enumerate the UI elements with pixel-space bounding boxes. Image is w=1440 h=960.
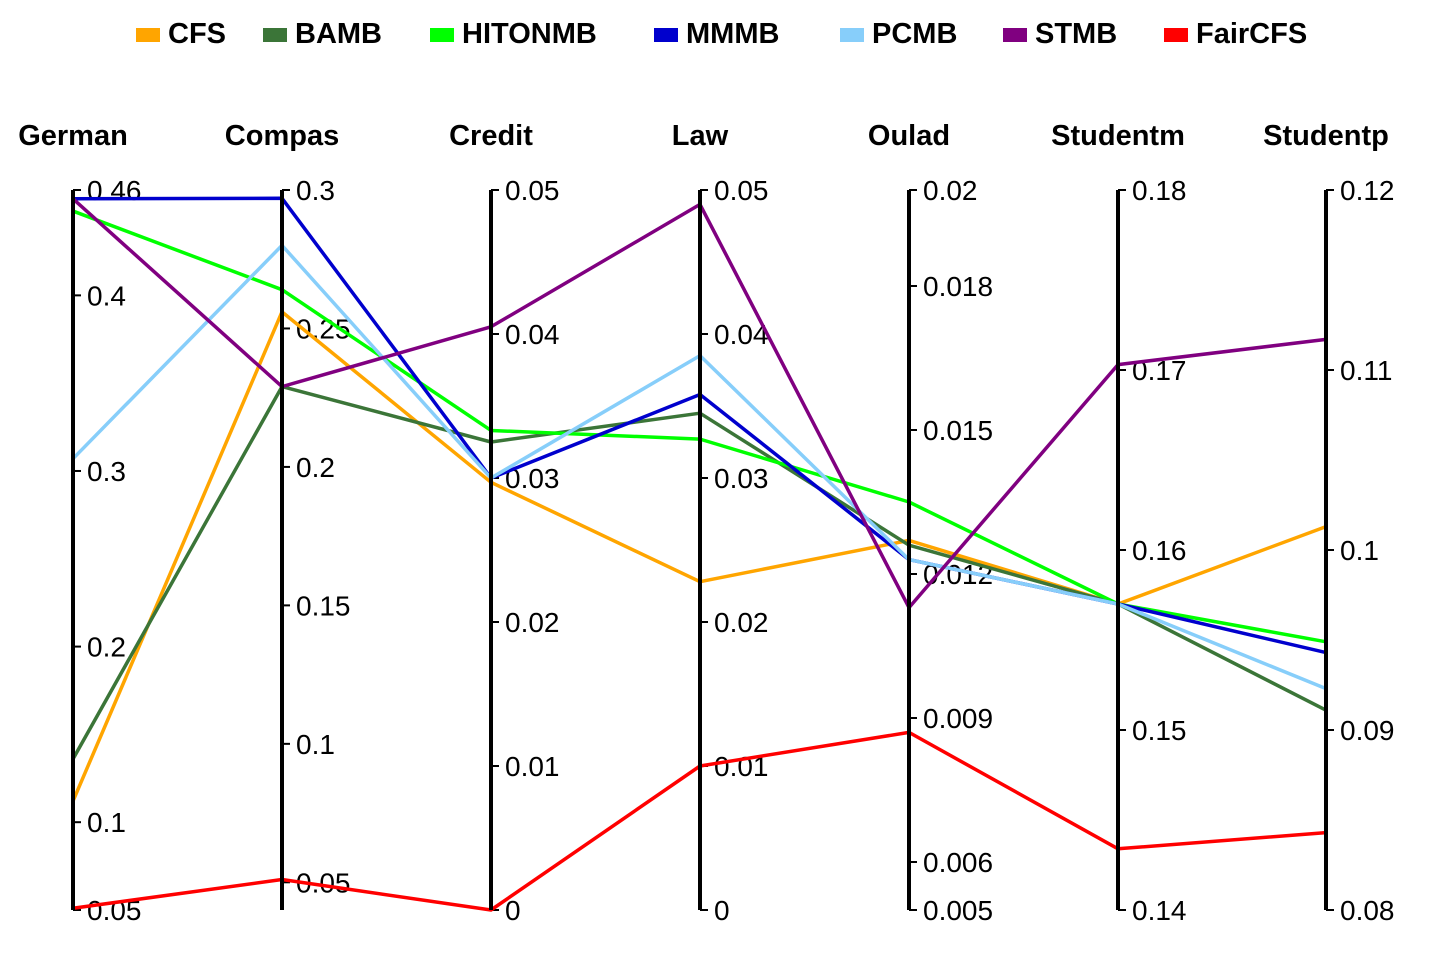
axis-lines <box>71 190 1328 910</box>
legend-swatch-mmmb <box>654 28 678 42</box>
legend-label-pcmb: PCMB <box>872 18 957 50</box>
axes: German 0.05 0.1 0.2 0.3 0.4 0.46 Compas 0.05 0.1 0… <box>18 120 1394 926</box>
tick-label-german: 0.46 <box>87 175 142 206</box>
tick-label-oulad: 0.02 <box>923 175 978 206</box>
legend-swatch-cfs <box>136 28 160 42</box>
axis-title-oulad: Oulad <box>868 120 950 152</box>
tick-label-law: 0.05 <box>714 175 769 206</box>
tick-label-credit: 0.05 <box>505 175 560 206</box>
legend-label-bamb: BAMB <box>295 18 382 50</box>
tick-label-law: 0.04 <box>714 319 769 350</box>
legend-swatch-faircfs <box>1164 28 1188 42</box>
tick-label-law: 0.03 <box>714 463 769 494</box>
tick-label-oulad: 0.018 <box>923 271 993 302</box>
axis-title-studentm: Studentm <box>1051 120 1185 152</box>
legend-swatch-pcmb <box>840 28 864 42</box>
legend-label-stmb: STMB <box>1035 18 1117 50</box>
legend-label-faircfs: FairCFS <box>1196 18 1307 50</box>
axis-title-credit: Credit <box>449 120 533 152</box>
legend-swatch-stmb <box>1003 28 1027 42</box>
tick-label-compas: 0.15 <box>296 590 351 621</box>
tick-label-law: 0 <box>714 895 730 926</box>
legend-label-cfs: CFS <box>168 18 226 50</box>
tick-label-studentp: 0.09 <box>1340 715 1395 746</box>
tick-label-studentp: 0.12 <box>1340 175 1395 206</box>
tick-label-oulad: 0.005 <box>923 895 993 926</box>
axis-title-german: German <box>18 120 128 152</box>
tick-label-oulad: 0.009 <box>923 703 993 734</box>
tick-label-studentp: 0.11 <box>1340 355 1392 386</box>
axis-title-studentp: Studentp <box>1263 120 1389 152</box>
tick-label-oulad: 0.006 <box>923 847 993 878</box>
tick-label-studentm: 0.18 <box>1132 175 1187 206</box>
axis-title-law: Law <box>672 120 729 152</box>
legend-label-hitonmb: HITONMB <box>462 18 597 50</box>
tick-label-german: 0.3 <box>87 456 126 487</box>
tick-label-studentm: 0.14 <box>1132 895 1187 926</box>
tick-label-compas: 0.1 <box>296 729 335 760</box>
tick-label-studentp: 0.08 <box>1340 895 1395 926</box>
tick-label-studentm: 0.16 <box>1132 535 1187 566</box>
tick-label-german: 0.2 <box>87 632 126 663</box>
tick-label-credit: 0.01 <box>505 751 560 782</box>
legend-label-mmmb: MMMB <box>686 18 779 50</box>
tick-label-oulad: 0.015 <box>923 415 993 446</box>
tick-label-credit: 0.04 <box>505 319 560 350</box>
legend: CFS BAMB HITONMB MMMB PCMB STMB FairCFS <box>136 18 1307 50</box>
legend-swatch-bamb <box>263 28 287 42</box>
tick-label-credit: 0 <box>505 895 521 926</box>
legend-swatch-hitonmb <box>430 28 454 42</box>
tick-label-compas: 0.2 <box>296 452 335 483</box>
tick-label-studentm: 0.15 <box>1132 715 1187 746</box>
tick-label-credit: 0.02 <box>505 607 560 638</box>
axis-title-compas: Compas <box>225 120 339 152</box>
tick-label-german: 0.4 <box>87 280 126 311</box>
tick-label-compas: 0.3 <box>296 175 335 206</box>
tick-label-german: 0.1 <box>87 807 126 838</box>
tick-label-law: 0.02 <box>714 607 769 638</box>
tick-label-studentp: 0.1 <box>1340 535 1379 566</box>
